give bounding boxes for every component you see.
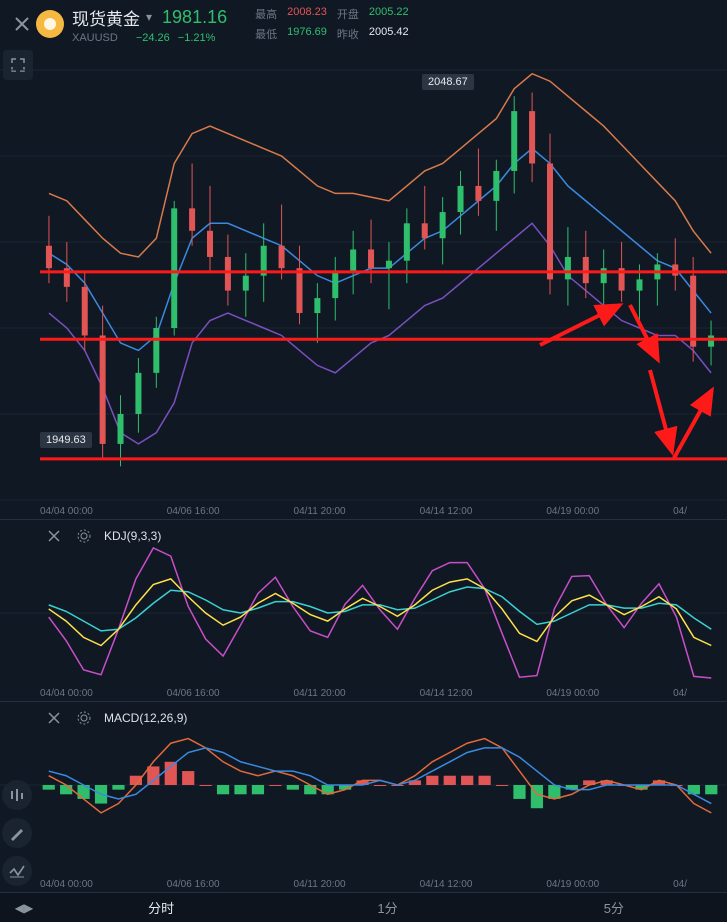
open-label: 开盘	[337, 6, 359, 22]
slider-handle-icon[interactable]: ◀▶	[0, 893, 48, 922]
macd-label: MACD(12,26,9)	[104, 711, 187, 725]
macd-chart[interactable]: MACD(12,26,9) 04/04 00:00 04/06 16:00 04…	[0, 704, 727, 892]
peak-label: 2048.67	[422, 74, 474, 90]
ohlc-block: 最高 2008.23 开盘 2005.22 最低 1976.69 昨收 2005…	[255, 6, 409, 42]
last-price: 1981.16	[162, 7, 227, 28]
change-abs: −24.26	[136, 32, 170, 44]
prev-value: 2005.42	[369, 26, 409, 42]
close-icon[interactable]	[44, 708, 64, 728]
asset-icon	[36, 10, 64, 38]
asset-symbol: XAUUSD	[72, 32, 118, 44]
high-value: 2008.23	[287, 6, 327, 22]
indicator-icon[interactable]	[2, 780, 32, 810]
settings-icon[interactable]	[74, 526, 94, 546]
close-icon[interactable]	[8, 10, 36, 38]
settings-icon[interactable]	[74, 708, 94, 728]
macd-xaxis: 04/04 00:00 04/06 16:00 04/11 20:00 04/1…	[0, 879, 727, 890]
tf-option[interactable]: 1分	[274, 893, 500, 922]
high-label: 最高	[255, 6, 277, 22]
open-value: 2005.22	[369, 6, 409, 22]
kdj-label: KDJ(9,3,3)	[104, 529, 161, 543]
main-xaxis: 04/04 00:00 04/06 16:00 04/11 20:00 04/1…	[0, 506, 727, 517]
low-value: 1976.69	[287, 26, 327, 42]
draw-icon[interactable]	[2, 818, 32, 848]
bottom-toolbar	[2, 780, 38, 886]
tf-option[interactable]: 分时	[48, 893, 274, 922]
zoom-icon[interactable]	[2, 856, 32, 886]
low-label: 最低	[255, 26, 277, 42]
price-chart[interactable]: 2048.67 1949.63 04/04 00:00 04/06 16:00 …	[0, 60, 727, 520]
kdj-chart[interactable]: KDJ(9,3,3) 04/04 00:00 04/06 16:00 04/11…	[0, 522, 727, 702]
close-icon[interactable]	[44, 526, 64, 546]
change-pct: −1.21%	[178, 32, 216, 44]
timeframe-bar: ◀▶ 分时 1分 5分	[0, 892, 727, 922]
chart-header: 现货黄金 ▾ 1981.16 XAUUSD −24.26 −1.21% 最高 2…	[0, 0, 727, 48]
dropdown-caret-icon: ▾	[146, 10, 152, 24]
trough-label: 1949.63	[40, 432, 92, 448]
kdj-xaxis: 04/04 00:00 04/06 16:00 04/11 20:00 04/1…	[0, 688, 727, 699]
prev-label: 昨收	[337, 26, 359, 42]
title-block[interactable]: 现货黄金 ▾ 1981.16 XAUUSD −24.26 −1.21%	[72, 5, 227, 44]
tf-option[interactable]: 5分	[501, 893, 727, 922]
asset-name: 现货黄金	[72, 5, 140, 30]
